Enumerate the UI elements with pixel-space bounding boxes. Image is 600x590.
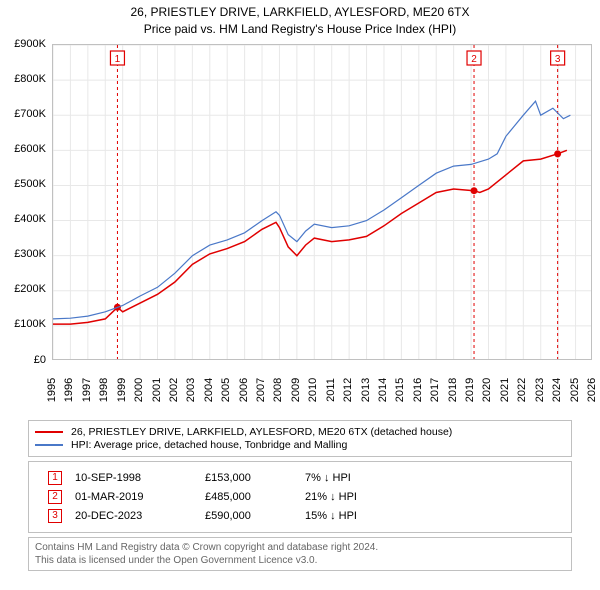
- x-tick-label: 2023: [534, 377, 546, 401]
- y-tick-label: £0: [34, 354, 46, 366]
- chart-area: £0 £100K £200K £300K £400K £500K £600K £700K £80…: [0, 38, 600, 418]
- event-diff: 21% ↓ HPI: [305, 491, 435, 503]
- x-tick-label: 2014: [377, 377, 389, 401]
- x-tick-label: 2013: [360, 377, 372, 401]
- x-tick-label: 2008: [272, 377, 284, 401]
- x-tick-label: 2011: [325, 378, 337, 402]
- legend-swatch: [35, 444, 63, 446]
- x-tick-label: 2015: [394, 377, 406, 401]
- event-price: £590,000: [205, 510, 305, 522]
- x-tick-label: 2024: [551, 377, 563, 401]
- svg-text:2: 2: [471, 54, 477, 65]
- x-tick-label: 2007: [255, 377, 267, 401]
- x-tick-label: 2022: [516, 377, 528, 401]
- legend-item-price-paid: 26, PRIESTLEY DRIVE, LARKFIELD, AYLESFOR…: [35, 426, 565, 438]
- y-tick-label: £600K: [14, 143, 46, 155]
- x-tick-label: 1996: [63, 377, 75, 401]
- legend-item-hpi: HPI: Average price, detached house, Tonb…: [35, 439, 565, 451]
- legend-label: 26, PRIESTLEY DRIVE, LARKFIELD, AYLESFOR…: [71, 426, 452, 438]
- y-tick-label: £400K: [14, 213, 46, 225]
- event-diff: 7% ↓ HPI: [305, 472, 435, 484]
- footer: Contains HM Land Registry data © Crown c…: [28, 537, 572, 571]
- title-line-1: 26, PRIESTLEY DRIVE, LARKFIELD, AYLESFOR…: [0, 4, 600, 21]
- x-axis: 1995199619971998199920002001200220032004…: [52, 364, 592, 414]
- event-row: 2 01-MAR-2019£485,00021% ↓ HPI: [35, 490, 565, 504]
- x-tick-label: 1998: [98, 377, 110, 401]
- event-row: 3 20-DEC-2023£590,00015% ↓ HPI: [35, 509, 565, 523]
- x-tick-label: 2020: [481, 377, 493, 401]
- event-marker: 2: [48, 490, 62, 504]
- event-price: £153,000: [205, 472, 305, 484]
- x-tick-label: 2021: [499, 377, 511, 401]
- event-marker: 3: [48, 509, 62, 523]
- y-tick-label: £900K: [14, 38, 46, 50]
- legend-label: HPI: Average price, detached house, Tonb…: [71, 439, 347, 451]
- events-table: 1 10-SEP-1998£153,0007% ↓ HPI 2 01-MAR-2019…: [28, 461, 572, 533]
- x-tick-label: 2001: [151, 377, 163, 401]
- event-price: £485,000: [205, 491, 305, 503]
- plot: 1 2 3: [52, 44, 592, 360]
- x-tick-label: 2009: [290, 377, 302, 401]
- y-tick-label: £300K: [14, 248, 46, 260]
- x-tick-label: 2019: [464, 377, 476, 401]
- title-line-2: Price paid vs. HM Land Registry's House …: [0, 21, 600, 38]
- y-tick-label: £500K: [14, 178, 46, 190]
- y-axis: £0£100K£200K£300K£400K£500K£600K£700K£80…: [0, 44, 50, 360]
- event-date: 01-MAR-2019: [75, 491, 205, 503]
- footer-line-1: Contains HM Land Registry data © Crown c…: [35, 541, 565, 554]
- x-tick-label: 2010: [307, 377, 319, 401]
- footer-line-2: This data is licensed under the Open Gov…: [35, 554, 565, 567]
- svg-text:1: 1: [115, 54, 121, 65]
- title-block: 26, PRIESTLEY DRIVE, LARKFIELD, AYLESFOR…: [0, 0, 600, 38]
- x-tick-label: 2005: [220, 377, 232, 401]
- x-tick-label: 1999: [116, 377, 128, 401]
- x-tick-label: 2003: [185, 377, 197, 401]
- x-tick-label: 1997: [81, 377, 93, 401]
- y-tick-label: £200K: [14, 283, 46, 295]
- event-diff: 15% ↓ HPI: [305, 510, 435, 522]
- x-tick-label: 2016: [412, 377, 424, 401]
- x-tick-label: 2004: [203, 377, 215, 401]
- legend-swatch: [35, 431, 63, 433]
- y-tick-label: £800K: [14, 73, 46, 85]
- event-row: 1 10-SEP-1998£153,0007% ↓ HPI: [35, 471, 565, 485]
- x-tick-label: 2000: [133, 377, 145, 401]
- event-marker: 1: [48, 471, 62, 485]
- event-date: 20-DEC-2023: [75, 510, 205, 522]
- x-tick-label: 2017: [429, 377, 441, 401]
- x-tick-label: 2018: [447, 377, 459, 401]
- x-tick-label: 2006: [238, 377, 250, 401]
- y-tick-label: £700K: [14, 108, 46, 120]
- x-tick-label: 2025: [569, 377, 581, 401]
- x-tick-label: 2012: [342, 377, 354, 401]
- x-tick-label: 2026: [586, 377, 598, 401]
- event-date: 10-SEP-1998: [75, 472, 205, 484]
- y-tick-label: £100K: [14, 318, 46, 330]
- svg-text:3: 3: [555, 54, 561, 65]
- x-tick-label: 1995: [46, 377, 58, 401]
- legend: 26, PRIESTLEY DRIVE, LARKFIELD, AYLESFOR…: [28, 420, 572, 457]
- x-tick-label: 2002: [168, 377, 180, 401]
